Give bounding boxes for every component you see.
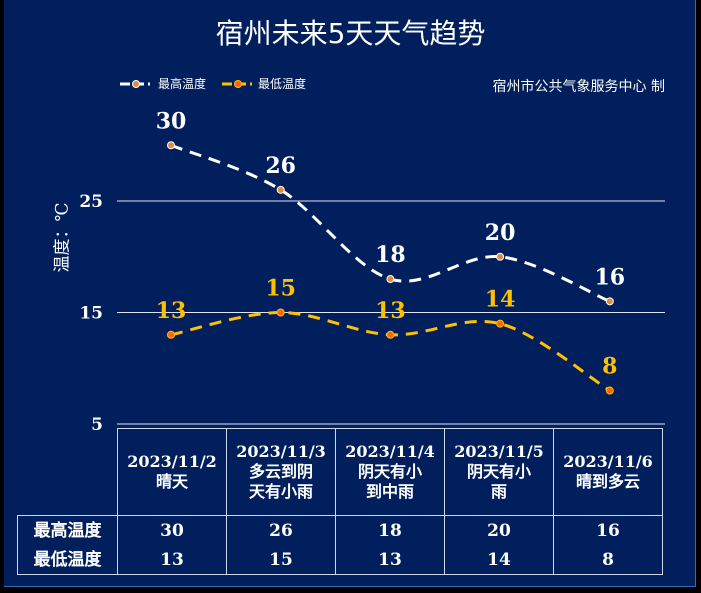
table-header-day: 2023/11/4 阴天有小 到中雨 <box>335 428 445 516</box>
table-corner <box>17 428 118 516</box>
data-point <box>276 185 285 194</box>
y-tick-label: 25 <box>79 192 103 212</box>
legend-marker <box>132 80 140 88</box>
data-label: 15 <box>265 276 296 302</box>
data-point <box>386 330 395 339</box>
legend-high: 最高温度 <box>158 77 207 91</box>
data-label: 30 <box>156 108 187 134</box>
chart-credit: 宿州市公共气象服务中心 制 <box>492 79 665 95</box>
cell-low: 8 <box>553 545 663 575</box>
y-tick-label: 5 <box>91 415 103 435</box>
data-label: 20 <box>485 220 516 246</box>
data-label: 16 <box>594 264 625 290</box>
table-header-day: 2023/11/2 晴天 <box>117 428 227 516</box>
cell-low: 13 <box>335 545 445 575</box>
data-table: 2023/11/2 晴天 2023/11/3 多云到阴 天有小雨 2023/11/4 阴… <box>17 428 663 575</box>
cell-low: 15 <box>226 545 336 575</box>
legend-low: 最低温度 <box>258 77 307 91</box>
table-header-day: 2023/11/6 晴到多云 <box>553 428 663 516</box>
cell-low: 13 <box>117 545 227 575</box>
table-header-day: 2023/11/3 多云到阴 天有小雨 <box>226 428 336 516</box>
data-label: 26 <box>265 153 296 179</box>
legend-marker <box>234 80 242 88</box>
data-point <box>386 275 395 284</box>
y-tick-label: 15 <box>79 304 103 324</box>
chart-title: 宿州未来5天天气趋势 <box>215 17 486 50</box>
data-label: 8 <box>602 354 617 380</box>
row-label-high: 最高温度 <box>17 515 118 545</box>
row-label-low: 最低温度 <box>17 545 118 575</box>
data-point <box>167 330 175 339</box>
data-label: 14 <box>485 287 516 313</box>
data-label: 18 <box>375 242 406 268</box>
data-point <box>276 308 285 317</box>
cell-high: 26 <box>226 515 336 545</box>
data-point <box>605 297 614 306</box>
cell-high: 18 <box>335 515 445 545</box>
data-point <box>496 319 505 328</box>
data-point <box>496 252 505 261</box>
weather-text: 阴天有小雨 <box>466 462 531 501</box>
data-label: 13 <box>375 298 406 324</box>
table-header-day: 2023/11/5 阴天有小雨 <box>444 428 554 516</box>
series-line-low <box>170 310 611 392</box>
cell-high: 20 <box>444 515 554 545</box>
data-point <box>167 141 175 150</box>
data-label: 13 <box>156 298 187 324</box>
cell-high: 30 <box>117 515 227 545</box>
data-point <box>605 386 614 395</box>
cell-high: 16 <box>553 515 663 545</box>
cell-low: 14 <box>444 545 554 575</box>
